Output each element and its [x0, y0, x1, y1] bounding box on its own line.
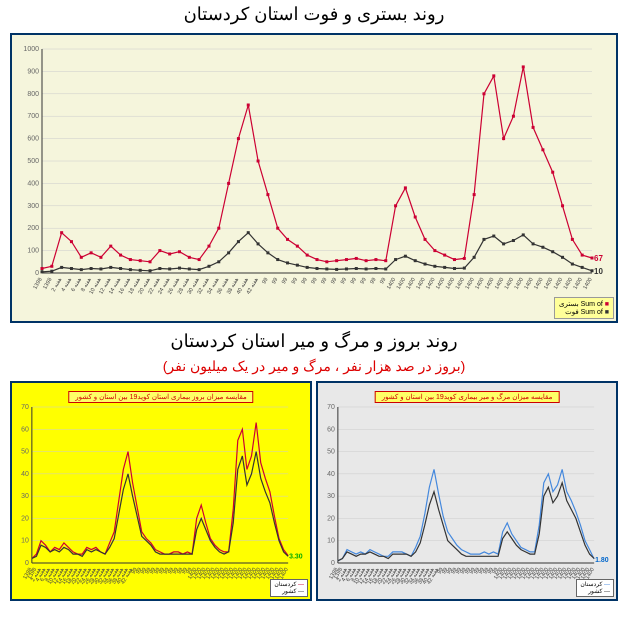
svg-text:900: 900: [27, 68, 39, 75]
bottom-left-svg: 0102030405060703.3013981398هفته 2هفته 4ه…: [12, 383, 310, 599]
svg-text:30: 30: [327, 493, 335, 500]
svg-text:67: 67: [594, 254, 603, 263]
svg-text:700: 700: [27, 113, 39, 120]
bottom-subtitle: (بروز در صد هزار نفر ، مرگ و میر در یک م…: [0, 356, 628, 377]
svg-text:20: 20: [21, 515, 29, 522]
svg-text:99: 99: [379, 277, 387, 285]
svg-text:99: 99: [281, 277, 289, 285]
svg-text:99: 99: [271, 277, 279, 285]
top-title: روند بستری و فوت استان کردستان: [0, 0, 628, 29]
svg-text:70: 70: [327, 404, 335, 411]
legend-item-hospitalized: Sum of بستری: [559, 301, 603, 308]
svg-text:600: 600: [27, 136, 39, 143]
svg-text:30: 30: [21, 493, 29, 500]
svg-text:40: 40: [327, 471, 335, 478]
top-chart-svg: 0100200300400500600700800900100067101398…: [12, 35, 616, 321]
svg-text:800: 800: [27, 91, 39, 98]
svg-text:400: 400: [27, 180, 39, 187]
svg-text:10: 10: [594, 267, 603, 276]
svg-text:100: 100: [27, 248, 39, 255]
svg-text:1000: 1000: [23, 46, 39, 53]
svg-text:60: 60: [327, 426, 335, 433]
svg-text:0: 0: [331, 560, 335, 567]
svg-text:10: 10: [327, 538, 335, 545]
svg-text:300: 300: [27, 203, 39, 210]
svg-text:99: 99: [350, 277, 358, 285]
svg-text:70: 70: [21, 404, 29, 411]
svg-text:3.30: 3.30: [289, 554, 303, 561]
svg-text:0: 0: [25, 560, 29, 567]
svg-text:99: 99: [310, 277, 318, 285]
svg-text:50: 50: [21, 449, 29, 456]
svg-text:10: 10: [21, 538, 29, 545]
left-legend: — کردستان — کشور: [270, 579, 308, 597]
bottom-right-panel: مقایسه میزان مرگ و میر بیماری کوید19 بین…: [316, 381, 618, 601]
bottom-right-svg: 0102030405060701.8013981398هفته 2هفته 4ه…: [318, 383, 616, 599]
svg-text:0: 0: [35, 270, 39, 277]
legend-left-1: کشور: [282, 589, 296, 595]
svg-text:500: 500: [27, 158, 39, 165]
right-legend: — کردستان — کشور: [576, 579, 614, 597]
top-chart-panel: 0100200300400500600700800900100067101398…: [10, 33, 618, 323]
svg-text:99: 99: [340, 277, 348, 285]
svg-text:99: 99: [360, 277, 368, 285]
svg-text:99: 99: [291, 277, 299, 285]
right-chart-title: مقایسه میزان مرگ و میر بیماری کوید19 بین…: [375, 391, 560, 403]
svg-text:1400: 1400: [582, 277, 593, 291]
bottom-title: روند بروز و مرگ و میر استان کردستان: [0, 327, 628, 356]
bottom-left-panel: مقایسه میزان بروز بیماری استان کوید19 بی…: [10, 381, 312, 601]
svg-text:200: 200: [27, 225, 39, 232]
svg-text:40: 40: [21, 471, 29, 478]
svg-text:99: 99: [330, 277, 338, 285]
svg-text:99: 99: [369, 277, 377, 285]
bottom-row: مقایسه میزان بروز بیماری استان کوید19 بی…: [10, 381, 618, 601]
svg-text:1.80: 1.80: [595, 557, 609, 564]
legend-right-1: کشور: [588, 589, 602, 595]
svg-text:60: 60: [21, 426, 29, 433]
top-legend: ■ Sum of بستری ■ Sum of فوت: [554, 297, 614, 319]
legend-item-death: Sum of فوت: [565, 309, 603, 316]
svg-text:20: 20: [327, 515, 335, 522]
left-chart-title: مقایسه میزان بروز بیماری استان کوید19 بی…: [68, 391, 253, 403]
svg-text:99: 99: [301, 277, 309, 285]
svg-text:50: 50: [327, 449, 335, 456]
svg-text:99: 99: [320, 277, 328, 285]
svg-text:99: 99: [261, 277, 269, 285]
